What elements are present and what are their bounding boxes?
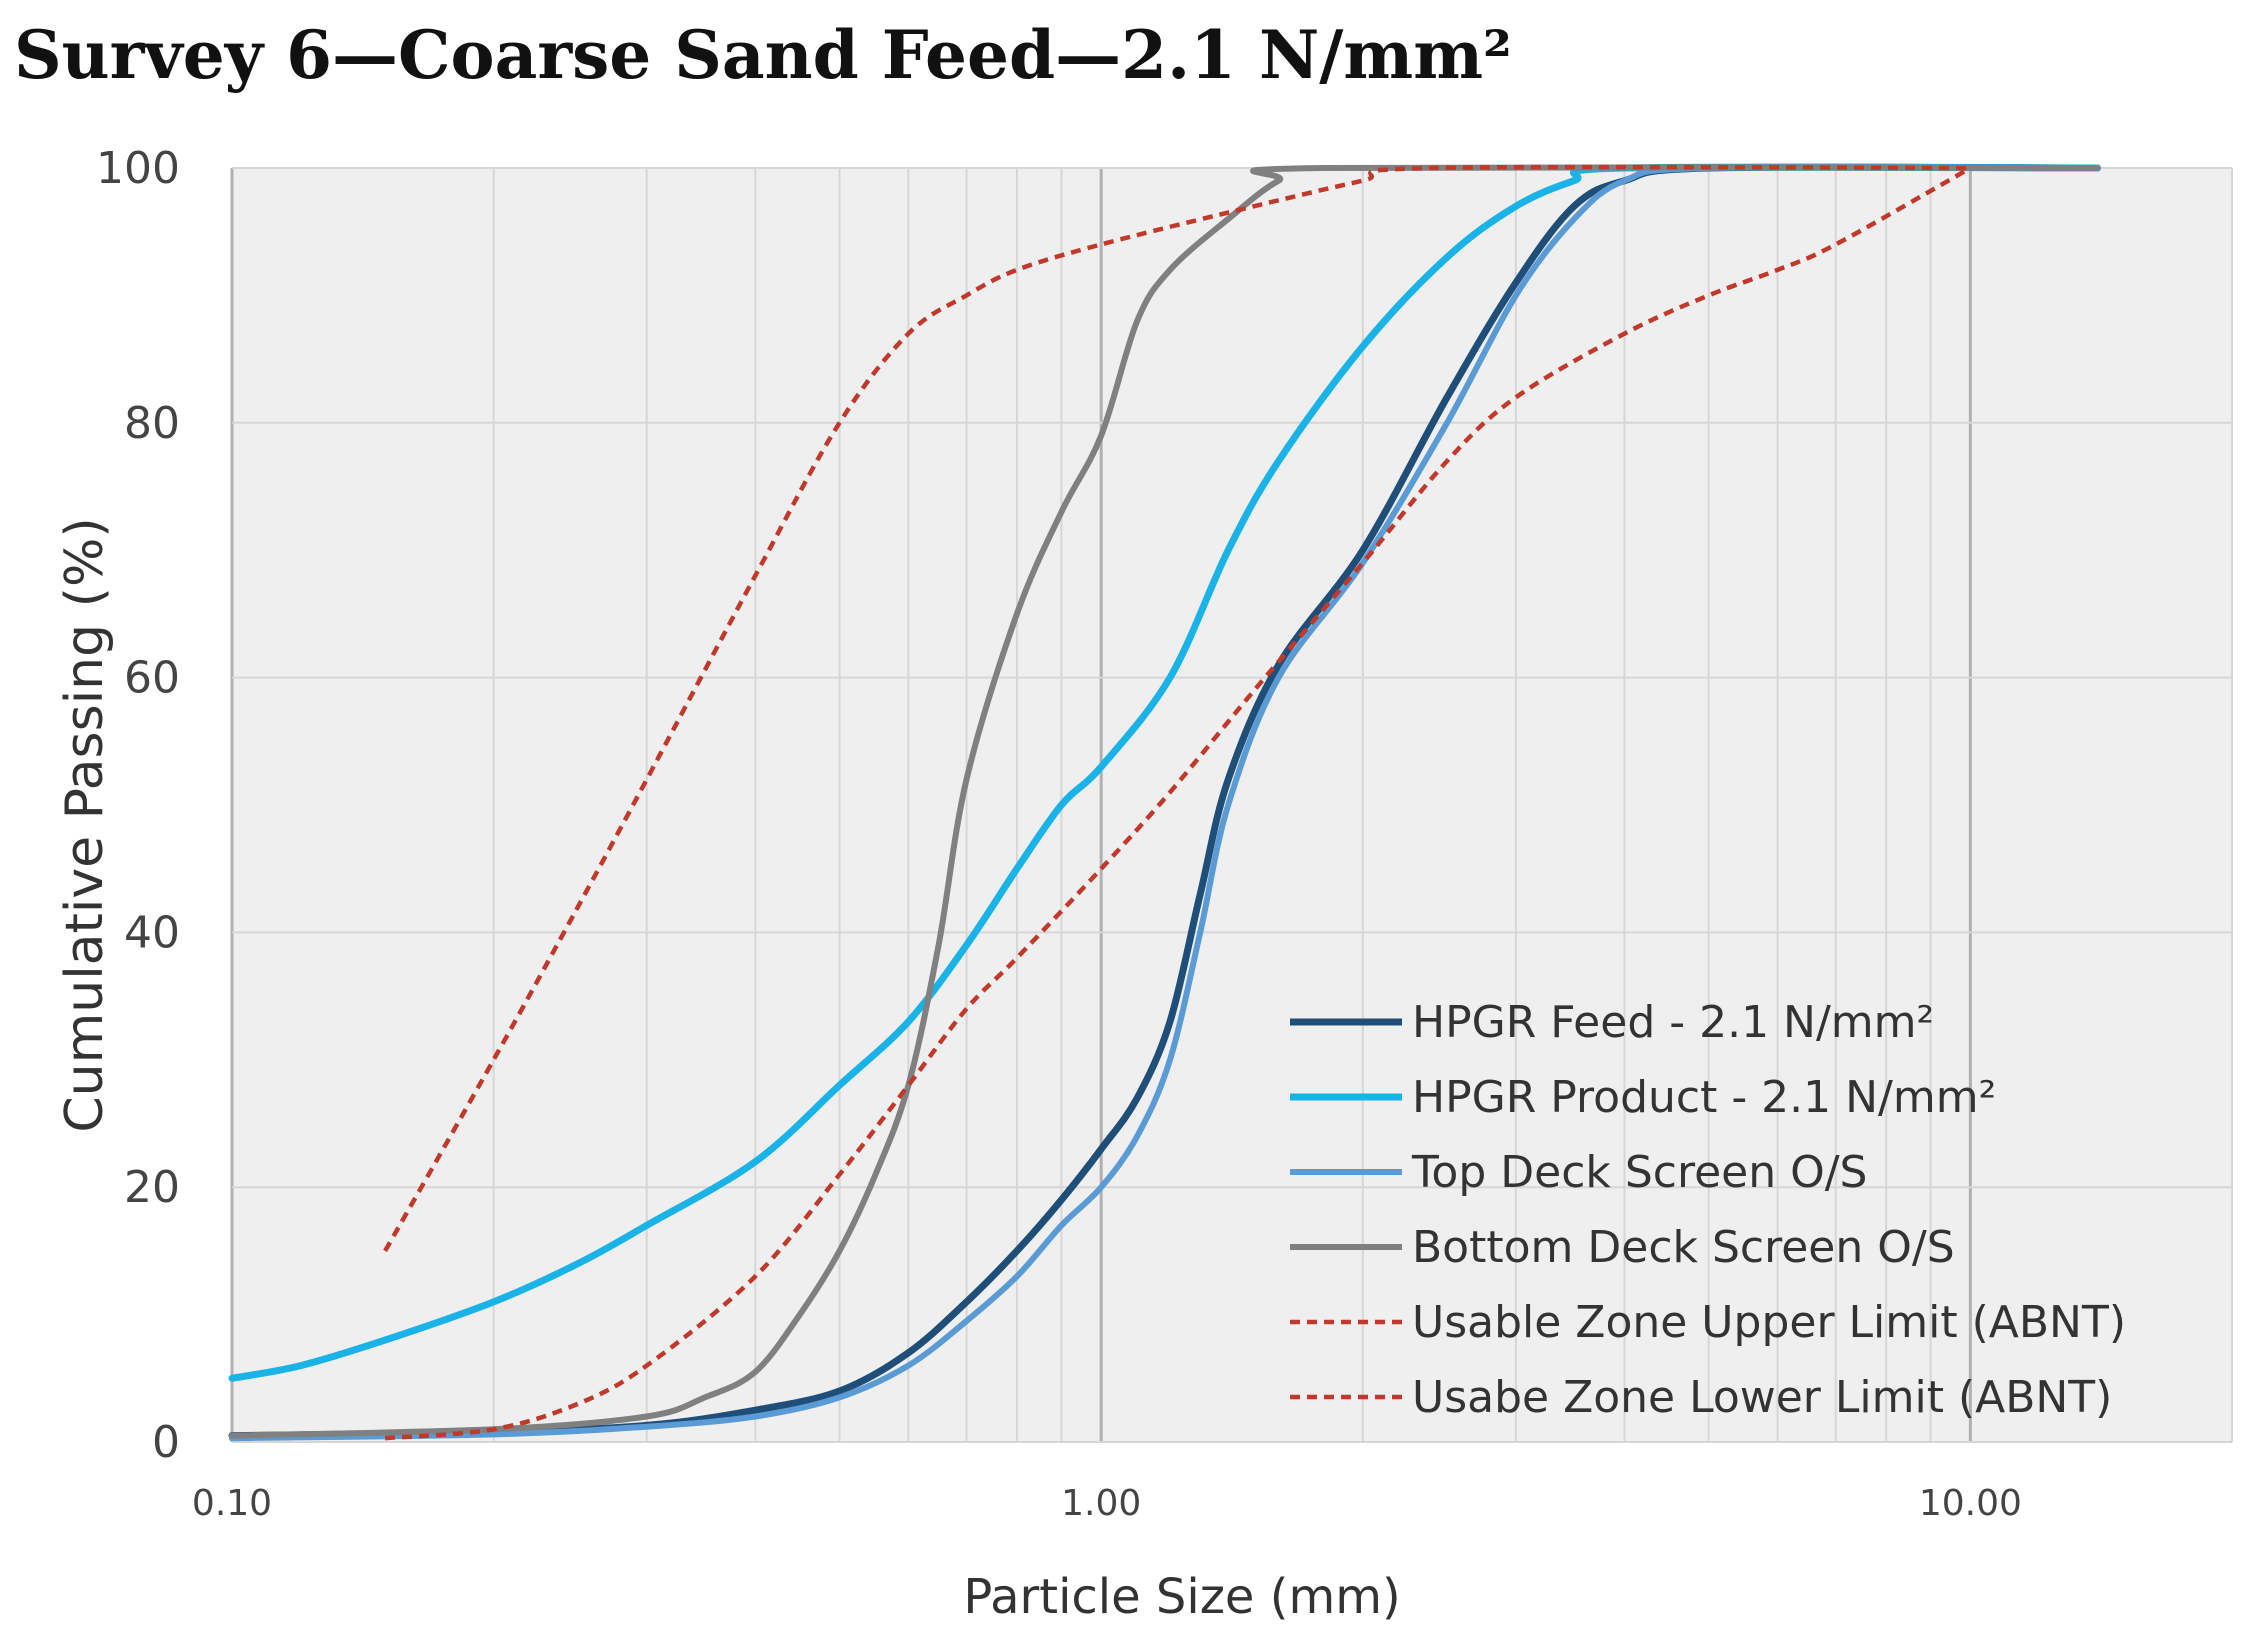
legend-label-6: Usabe Zone Lower Limit (ABNT) xyxy=(1412,1372,2112,1423)
y-tick-label: 100 xyxy=(96,143,180,194)
x-axis-label: Particle Size (mm) xyxy=(963,1569,1400,1625)
plot-area xyxy=(232,168,2232,1442)
series-line-4 xyxy=(229,164,2101,1439)
series-line-3 xyxy=(229,164,2101,1442)
legend-label-2: HPGR Product - 2.1 N/mm² xyxy=(1412,1072,1996,1123)
series-line-1 xyxy=(228,163,2101,1440)
chart-title: Survey 6—Coarse Sand Feed—2.1 N/mm² xyxy=(14,16,1512,94)
legend-label-4: Bottom Deck Screen O/S xyxy=(1412,1222,1955,1273)
series-line-2 xyxy=(228,163,2101,1382)
y-tick-label: 80 xyxy=(124,398,180,449)
legend-label-1: HPGR Feed - 2.1 N/mm² xyxy=(1412,997,1934,1048)
tick-labels: 0 20 40 60 80 100 0.10 1.00 10.00 xyxy=(96,143,2022,1524)
series-line-5 xyxy=(383,164,1971,1253)
y-tick-label: 60 xyxy=(124,653,180,704)
series-lines xyxy=(228,163,2101,1442)
y-tick-label: 0 xyxy=(152,1417,180,1468)
y-axis-label: Cumulative Passing (%) xyxy=(55,517,115,1132)
x-tick-label: 1.00 xyxy=(1061,1483,1141,1524)
legend-label-3: Top Deck Screen O/S xyxy=(1411,1147,1868,1198)
y-tick-label: 40 xyxy=(124,907,180,958)
legend: HPGR Feed - 2.1 N/mm² HPGR Product - 2.1 … xyxy=(1290,997,2126,1423)
y-tick-label: 20 xyxy=(124,1162,180,1213)
x-tick-label: 0.10 xyxy=(192,1483,272,1524)
x-tick-label: 10.00 xyxy=(1919,1483,2022,1524)
legend-label-5: Usable Zone Upper Limit (ABNT) xyxy=(1412,1297,2126,1348)
series-line-6 xyxy=(384,166,1972,1441)
